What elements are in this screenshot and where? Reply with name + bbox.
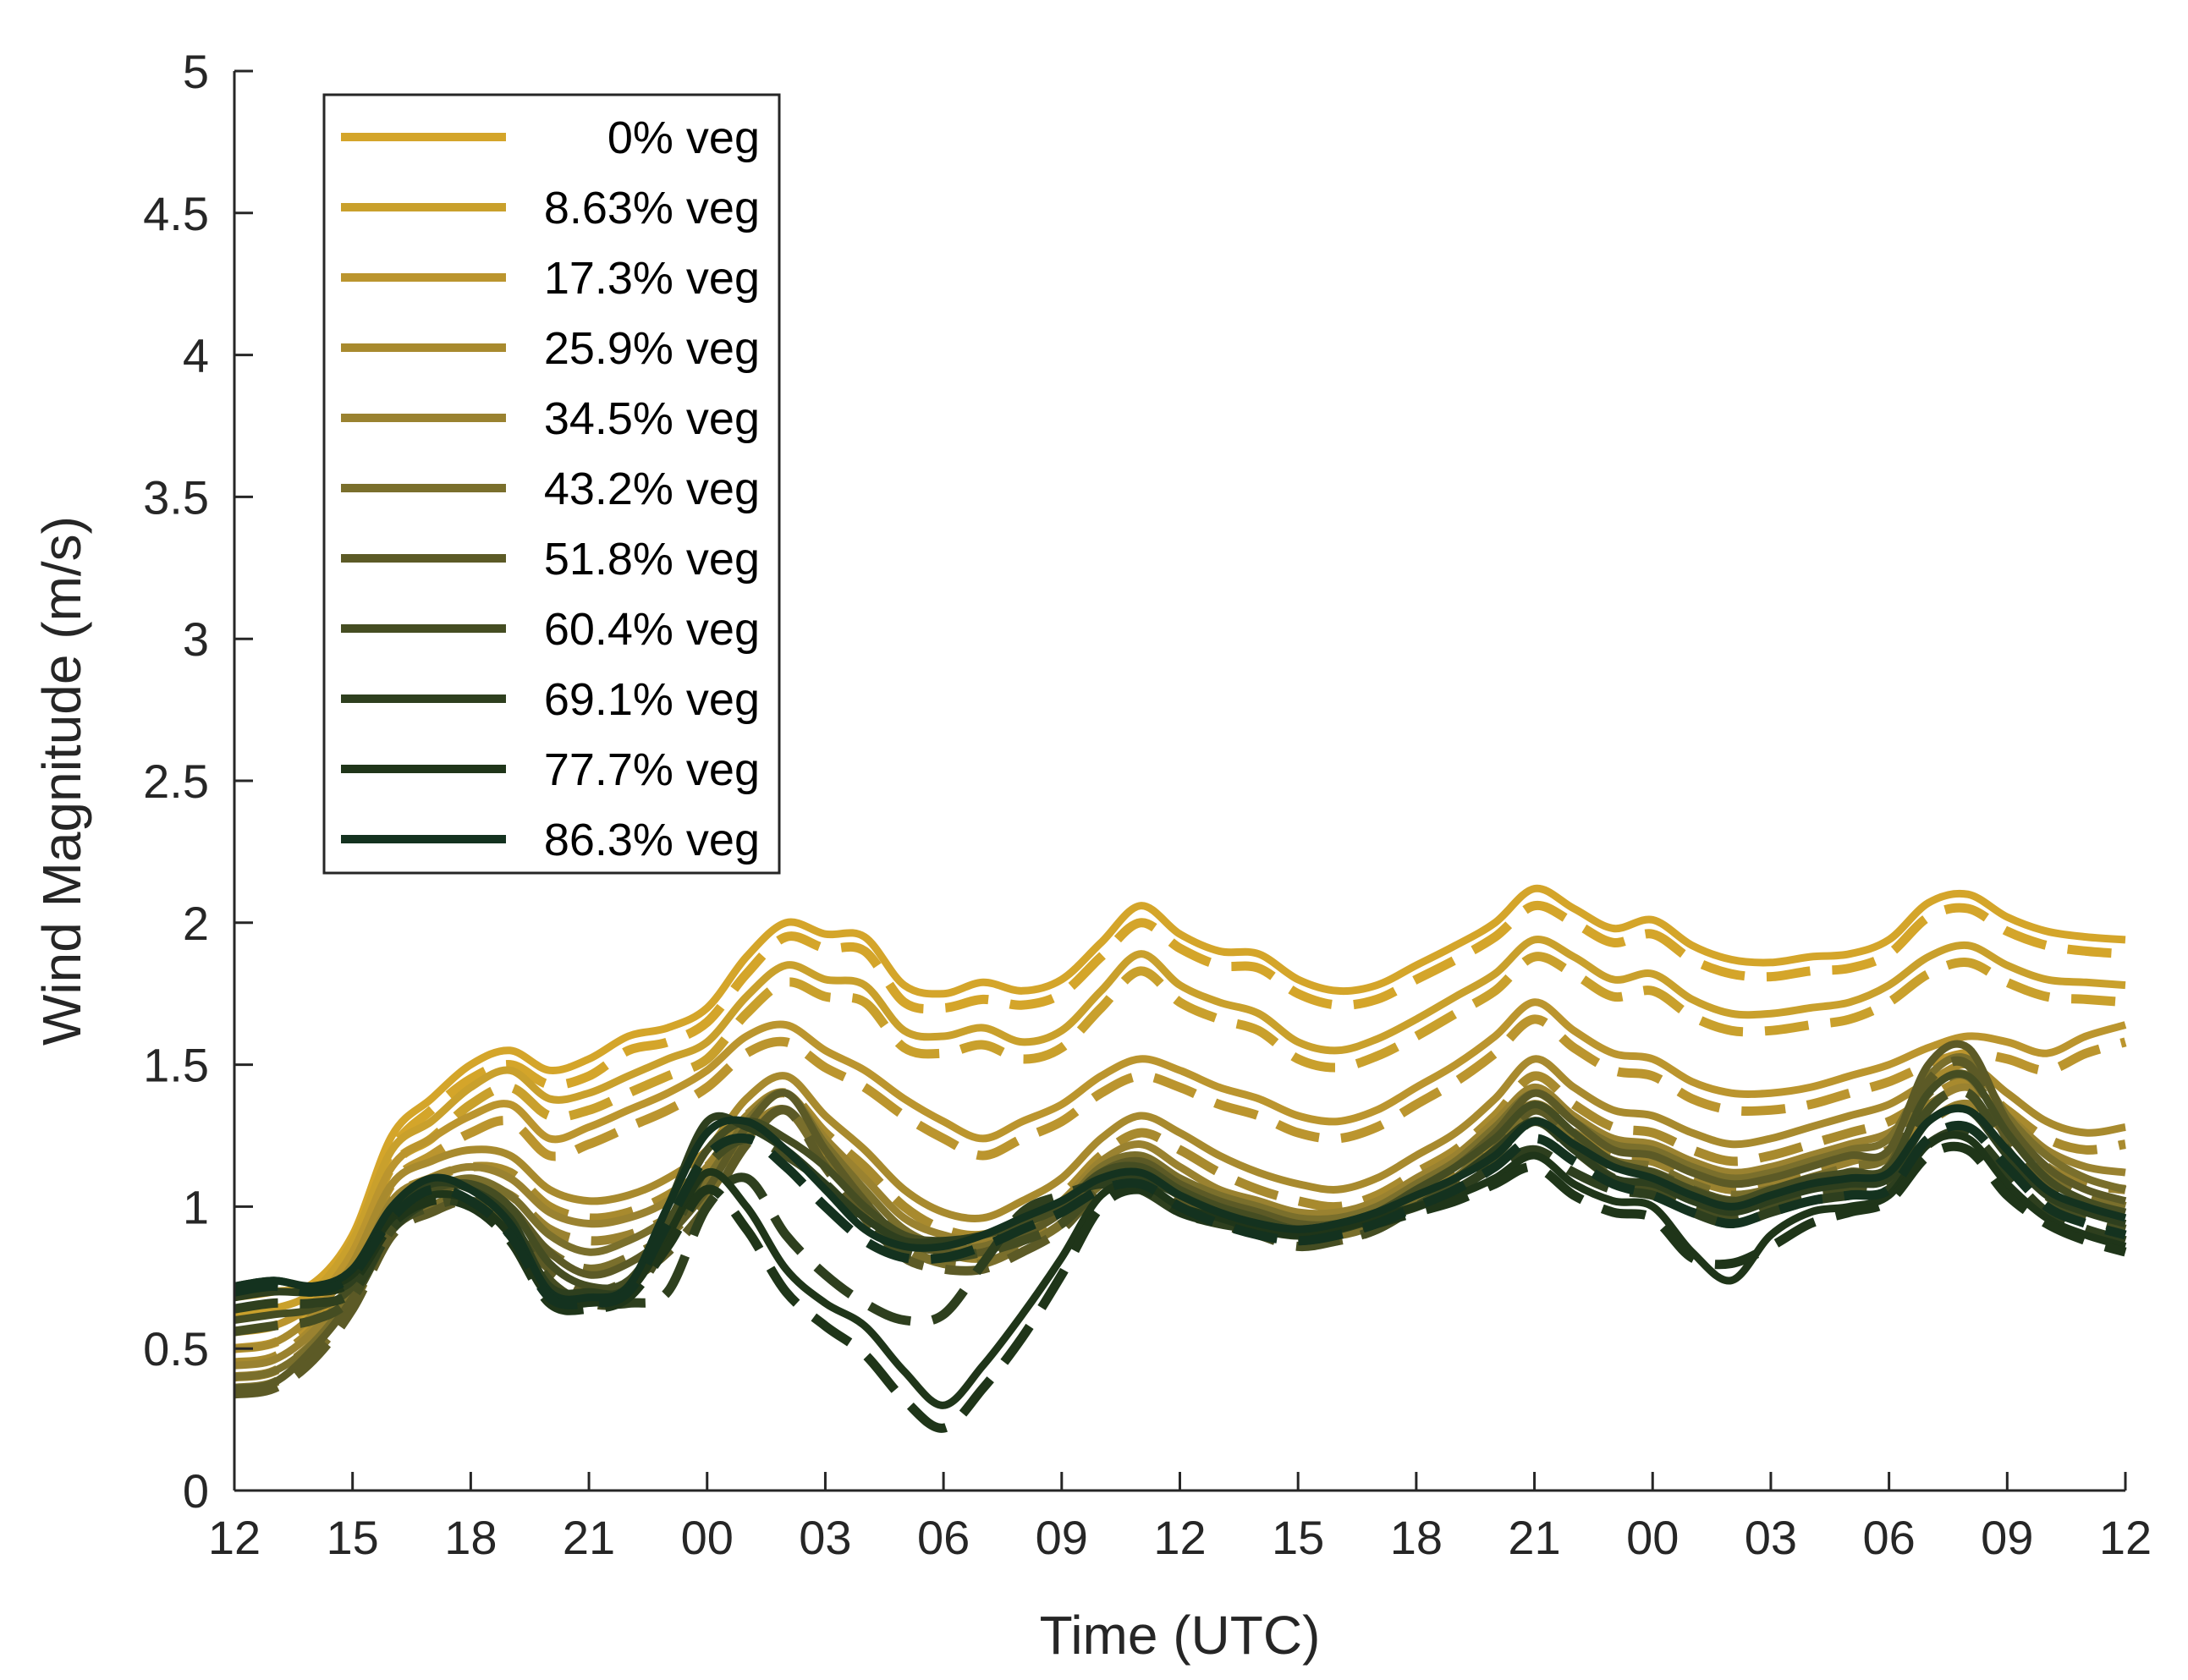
x-tick-label: 12 <box>208 1511 261 1564</box>
ticks-layer: 0 0.5 1 1.5 2 2.5 3 3.5 4 4.5 5 12 15 18 21 00 03 06 09 12 1… <box>143 45 2152 1564</box>
y-tick-label: 2.5 <box>143 755 209 808</box>
x-tick-label: 03 <box>1745 1511 1797 1564</box>
series-line-0 <box>234 884 2126 1302</box>
x-tick-label: 09 <box>1036 1511 1088 1564</box>
series-line-14 <box>234 1069 2127 1325</box>
series-line-8 <box>234 1083 2126 1370</box>
legend-label: 51.8% veg <box>544 534 760 585</box>
x-tick-label: 15 <box>1272 1511 1324 1564</box>
x-tick-label: 09 <box>1981 1511 2033 1564</box>
x-tick-label: 12 <box>2099 1511 2152 1564</box>
y-tick-label: 0.5 <box>143 1322 209 1375</box>
x-tick-label: 06 <box>1862 1511 1915 1564</box>
y-tick-label: 1.5 <box>143 1039 209 1092</box>
x-tick-label: 21 <box>1508 1511 1560 1564</box>
x-tick-label: 00 <box>681 1511 734 1564</box>
legend-label: 43.2% veg <box>544 464 760 514</box>
series-line-6 <box>234 1055 2126 1353</box>
y-tick-label: 4 <box>183 329 209 382</box>
series-line-10 <box>234 1053 2127 1381</box>
x-tick-label: 21 <box>563 1511 615 1564</box>
y-tick-label: 1 <box>183 1180 209 1233</box>
x-tick-label: 03 <box>799 1511 851 1564</box>
series-line-1 <box>234 900 2126 1320</box>
series-line-4 <box>234 998 2127 1336</box>
x-tick-label: 15 <box>327 1511 379 1564</box>
series-line-5 <box>234 1014 2127 1353</box>
series-line-7 <box>234 1071 2126 1368</box>
legend-label: 60.4% veg <box>544 604 760 655</box>
legend: 0% veg 8.63% veg 17.3% veg 25.9% veg 34.5% v… <box>322 93 781 875</box>
x-tick-label: 18 <box>444 1511 497 1564</box>
legend-label: 8.63% veg <box>544 183 760 233</box>
y-axis-title: Wind Magnitude (m/s) <box>31 516 92 1046</box>
legend-label: 77.7% veg <box>544 744 760 795</box>
series-line-2 <box>234 936 2126 1319</box>
legend-label: 25.9% veg <box>544 323 760 374</box>
series-line-21 <box>234 1120 2127 1310</box>
y-tick-label: 4.5 <box>143 187 209 240</box>
y-tick-label: 2 <box>183 897 209 950</box>
series-layer <box>234 884 2127 1433</box>
y-tick-label: 3.5 <box>143 470 209 524</box>
legend-label: 34.5% veg <box>544 393 760 444</box>
x-tick-label: 00 <box>1626 1511 1679 1564</box>
x-tick-label: 12 <box>1153 1511 1206 1564</box>
series-line-3 <box>234 952 2126 1337</box>
legend-label: 0% veg <box>607 113 760 163</box>
legend-label: 69.1% veg <box>544 674 760 725</box>
x-tick-label: 06 <box>917 1511 970 1564</box>
legend-label: 17.3% veg <box>544 253 760 304</box>
y-tick-label: 0 <box>183 1464 209 1518</box>
series-line-12 <box>234 1040 2127 1392</box>
x-axis-title: Time (UTC) <box>1040 1605 1321 1666</box>
y-tick-label: 3 <box>183 612 209 666</box>
legend-label: 86.3% veg <box>544 815 760 865</box>
x-tick-label: 18 <box>1390 1511 1443 1564</box>
y-tick-label: 5 <box>183 45 209 98</box>
